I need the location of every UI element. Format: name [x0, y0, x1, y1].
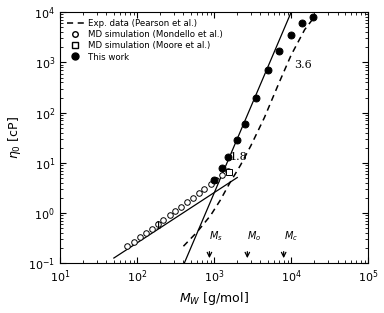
Text: $M_s$: $M_s$: [209, 229, 223, 243]
Text: 1: 1: [155, 221, 162, 231]
Text: $M_o$: $M_o$: [247, 229, 262, 243]
Legend: Exp. data (Pearson et al.), MD simulation (Mondello et al.), MD simulation (Moor: Exp. data (Pearson et al.), MD simulatio…: [64, 17, 225, 64]
Text: 1.8: 1.8: [230, 152, 248, 162]
Y-axis label: $\eta_0$ [cP]: $\eta_0$ [cP]: [5, 116, 23, 159]
Text: 3.6: 3.6: [294, 60, 312, 70]
X-axis label: $M_{W}$ [g/mol]: $M_{W}$ [g/mol]: [179, 290, 249, 307]
Text: $M_c$: $M_c$: [284, 229, 298, 243]
